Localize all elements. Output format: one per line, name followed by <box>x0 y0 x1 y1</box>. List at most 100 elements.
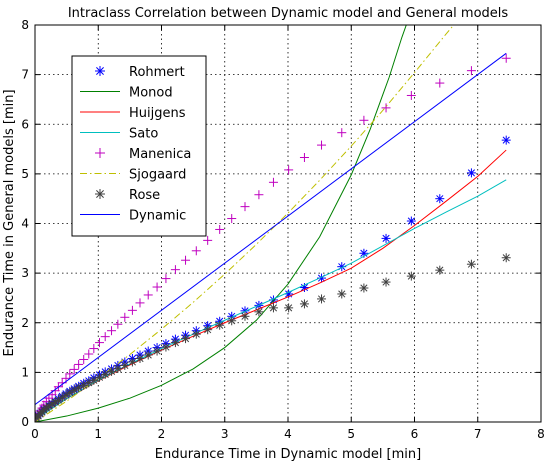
data-point-manenica <box>113 319 123 329</box>
legend-label-rohmert: Rohmert <box>129 65 185 80</box>
data-point-rose <box>127 357 137 367</box>
data-point-manenica <box>57 378 67 388</box>
data-point-manenica <box>240 202 250 212</box>
y-tick-label: 8 <box>21 18 29 32</box>
data-point-rose <box>406 271 416 281</box>
data-point-manenica <box>152 282 162 292</box>
y-tick-label: 2 <box>21 316 29 330</box>
legend-label-manenica: Manenica <box>129 147 191 162</box>
data-point-manenica <box>161 274 171 284</box>
data-point-manenica <box>127 305 137 315</box>
series-monod <box>35 25 407 422</box>
data-point-manenica <box>317 140 327 150</box>
data-point-rose <box>74 383 84 393</box>
series-line-monod <box>35 25 407 422</box>
x-tick-label: 6 <box>411 427 419 441</box>
data-point-manenica <box>227 214 237 224</box>
legend-swatch-manenica <box>95 148 105 158</box>
y-tick-label: 0 <box>21 415 29 429</box>
data-point-manenica <box>79 354 89 364</box>
data-point-rose <box>170 338 180 348</box>
series-huijgens <box>35 149 507 420</box>
data-point-rose <box>284 303 294 313</box>
y-tick-label: 5 <box>21 167 29 181</box>
legend-swatch-rose <box>95 189 105 199</box>
series-rose <box>35 253 511 422</box>
legend-box <box>71 55 207 237</box>
data-point-rose <box>227 316 237 326</box>
series-line-sjogaard <box>35 25 455 422</box>
data-point-manenica <box>406 90 416 100</box>
y-axis-title: Endurance Time in General models [min] <box>2 89 17 356</box>
plot-frame <box>34 24 542 423</box>
data-point-rose <box>466 259 476 269</box>
data-point-manenica <box>268 177 278 187</box>
y-tick-label: 6 <box>21 117 29 131</box>
x-tick-label: 0 <box>31 427 39 441</box>
legend-item-sjogaard: Sjogaard <box>80 168 186 183</box>
data-point-manenica <box>135 298 145 308</box>
data-point-rose <box>203 325 213 335</box>
data-point-manenica <box>170 265 180 275</box>
series-sjogaard <box>35 25 455 422</box>
data-point-manenica <box>337 128 347 138</box>
legend-item-monod: Monod <box>80 86 173 101</box>
legend-item-huijgens: Huijgens <box>80 106 186 121</box>
legend-item-rohmert: Rohmert <box>95 65 185 80</box>
x-axis-title: Endurance Time in Dynamic model [min] <box>155 447 421 462</box>
data-point-manenica <box>84 349 94 359</box>
data-point-manenica <box>181 255 191 265</box>
data-point-manenica <box>215 224 225 234</box>
data-point-rose <box>317 294 327 304</box>
legend-item-dynamic: Dynamic <box>80 209 186 224</box>
legend-label-rose: Rose <box>129 188 160 203</box>
data-point-rohmert <box>317 273 327 283</box>
data-point-manenica <box>203 235 213 245</box>
data-point-manenica <box>466 66 476 76</box>
y-tick-label: 1 <box>21 365 29 379</box>
data-point-rohmert <box>466 168 476 178</box>
data-point-rose <box>359 283 369 293</box>
data-point-rose <box>254 307 264 317</box>
y-tick-label: 7 <box>21 68 29 82</box>
x-tick-label: 7 <box>474 427 482 441</box>
data-point-rose <box>299 299 309 309</box>
series-line-huijgens <box>35 149 507 420</box>
series-line-sato <box>35 179 507 420</box>
data-point-manenica <box>435 78 445 88</box>
data-point-manenica <box>100 332 110 342</box>
data-point-manenica <box>74 359 84 369</box>
data-point-rose <box>135 353 145 363</box>
data-point-manenica <box>299 152 309 162</box>
data-point-rose <box>161 342 171 352</box>
data-point-rose <box>143 350 153 360</box>
data-point-rose <box>191 329 201 339</box>
series-sato <box>35 179 507 420</box>
data-point-manenica <box>107 326 117 336</box>
data-point-rose <box>240 311 250 321</box>
series-dynamic <box>35 52 507 406</box>
legend-label-monod: Monod <box>129 86 173 101</box>
legend-label-sato: Sato <box>129 127 158 142</box>
data-point-rose <box>435 265 445 275</box>
x-tick-label: 1 <box>94 427 102 441</box>
data-point-manenica <box>381 103 391 113</box>
legend-swatch-rohmert <box>95 66 105 76</box>
data-point-rohmert <box>435 194 445 204</box>
data-point-rose <box>337 289 347 299</box>
data-point-rose <box>120 360 130 370</box>
legend-label-dynamic: Dynamic <box>129 209 186 224</box>
data-point-manenica <box>95 338 105 348</box>
x-tick-label: 2 <box>158 427 166 441</box>
legend-label-huijgens: Huijgens <box>129 106 186 121</box>
data-point-rose <box>100 369 110 379</box>
data-point-rose <box>215 320 225 330</box>
data-point-manenica <box>89 344 99 354</box>
chart-title: Intraclass Correlation between Dynamic m… <box>68 6 509 21</box>
y-tick-label: 4 <box>21 217 29 231</box>
data-point-rose <box>268 303 278 313</box>
data-point-manenica <box>284 165 294 175</box>
data-point-rose <box>181 334 191 344</box>
legend-item-manenica: Manenica <box>95 147 191 162</box>
